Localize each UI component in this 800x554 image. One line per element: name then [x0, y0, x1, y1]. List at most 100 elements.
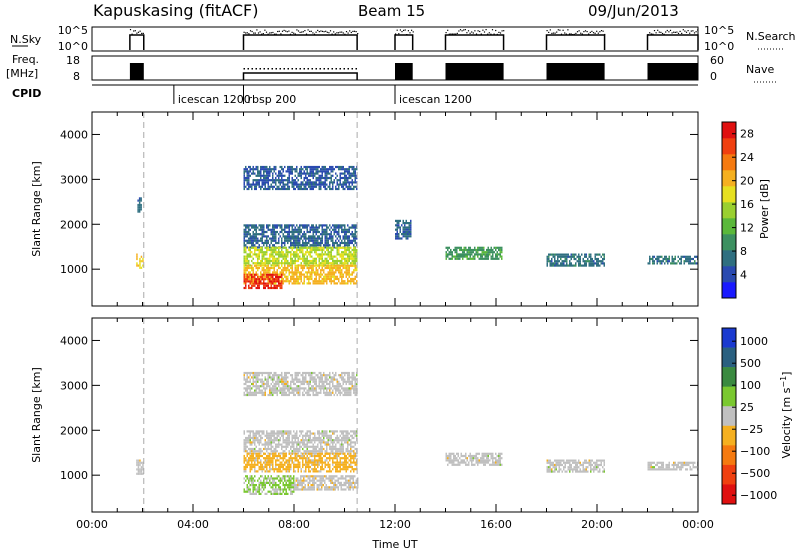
range-gate-cell [270, 432, 272, 435]
range-gate-cell [332, 280, 334, 283]
range-gate-cell [243, 477, 245, 480]
range-gate-cell [257, 269, 259, 272]
range-gate-cell [249, 183, 251, 186]
range-gate-cell [246, 450, 248, 453]
range-gate-cell [251, 239, 253, 242]
range-gate-cell [269, 269, 271, 272]
range-gate-cell [293, 251, 295, 254]
range-gate-cell [590, 257, 592, 261]
range-gate-cell [480, 255, 482, 258]
range-gate-cell [327, 271, 329, 274]
range-gate-cell [308, 452, 310, 455]
range-gate-cell [260, 452, 262, 455]
range-gate-cell [246, 477, 248, 480]
range-gate-cell [326, 179, 328, 182]
range-gate-cell [679, 257, 681, 261]
range-gate-cell [246, 484, 248, 487]
range-gate-cell [279, 439, 281, 442]
range-gate-cell [309, 246, 311, 249]
range-gate-cell [249, 237, 251, 240]
range-gate-cell [348, 187, 350, 191]
range-gate-cell [272, 468, 274, 471]
range-gate-cell [258, 486, 260, 489]
range-gate-cell [330, 233, 332, 236]
range-gate-cell [327, 277, 329, 281]
range-gate-cell [267, 371, 269, 375]
range-gate-cell [333, 376, 335, 379]
range-gate-cell [344, 168, 346, 171]
range-gate-cell [342, 465, 344, 469]
range-gate-cell [549, 262, 551, 265]
range-gate-cell [315, 380, 317, 383]
range-gate-cell [395, 233, 397, 236]
noise-search-dot [243, 31, 245, 33]
colorbar-segment [722, 266, 736, 283]
range-gate-cell [249, 436, 251, 440]
range-gate-cell [284, 275, 286, 278]
range-gate-cell [290, 465, 292, 469]
noise-search-dot [573, 33, 575, 35]
range-gate-cell [266, 262, 268, 265]
range-gate-cell [596, 257, 598, 261]
range-gate-cell [318, 439, 320, 442]
range-gate-cell [311, 445, 313, 448]
range-gate-cell [297, 380, 299, 383]
range-gate-cell [273, 280, 275, 283]
range-gate-cell [321, 269, 323, 272]
range-gate-cell [338, 465, 340, 469]
range-gate-cell [318, 461, 320, 464]
noise-search-dot [461, 30, 463, 32]
range-gate-cell [353, 244, 355, 247]
range-gate-cell [327, 374, 329, 377]
range-gate-cell [471, 253, 473, 256]
range-gate-cell [353, 248, 355, 252]
range-gate-cell [312, 282, 314, 285]
range-gate-cell [258, 457, 260, 460]
range-gate-cell [323, 253, 325, 256]
range-gate-cell [320, 239, 322, 242]
range-gate-cell [309, 459, 311, 462]
range-gate-cell [136, 459, 138, 462]
range-gate-cell [270, 436, 272, 440]
range-gate-cell [279, 391, 281, 394]
noise-search-dot [267, 33, 269, 35]
range-gate-cell [284, 273, 286, 276]
range-gate-cell [290, 241, 292, 245]
range-gate-cell [339, 393, 341, 397]
range-gate-cell [314, 262, 316, 265]
range-gate-cell [275, 233, 277, 236]
range-gate-cell [272, 253, 274, 256]
range-gate-cell [257, 454, 259, 458]
range-gate-cell [344, 380, 346, 383]
range-gate-cell [290, 230, 292, 234]
range-gate-cell [296, 450, 298, 453]
range-gate-cell [291, 165, 293, 169]
noise-search-dot [652, 33, 654, 35]
range-gate-cell [248, 183, 250, 186]
range-gate-cell [263, 457, 265, 460]
range-gate-cell [335, 461, 337, 464]
range-gate-cell [279, 286, 281, 290]
noise-search-dot [253, 32, 255, 34]
range-gate-cell [249, 228, 251, 231]
range-gate-cell [275, 445, 277, 448]
range-gate-cell [303, 244, 305, 247]
range-gate-cell [251, 441, 253, 444]
range-gate-cell [581, 253, 583, 256]
range-gate-cell [273, 179, 275, 182]
range-gate-cell [275, 463, 277, 466]
range-gate-cell [578, 255, 580, 258]
range-gate-cell [264, 230, 266, 234]
range-gate-cell [296, 371, 298, 375]
range-gate-cell [315, 262, 317, 265]
noise-search-dot [583, 31, 585, 33]
noise-search-dot [467, 30, 470, 32]
range-gate-cell [290, 264, 292, 267]
range-gate-cell [254, 239, 256, 242]
range-gate-cell [258, 275, 260, 278]
range-gate-cell [551, 257, 553, 261]
range-gate-cell [356, 393, 358, 397]
range-gate-cell [481, 255, 483, 258]
range-gate-cell [255, 378, 257, 381]
range-gate-cell [309, 271, 311, 274]
